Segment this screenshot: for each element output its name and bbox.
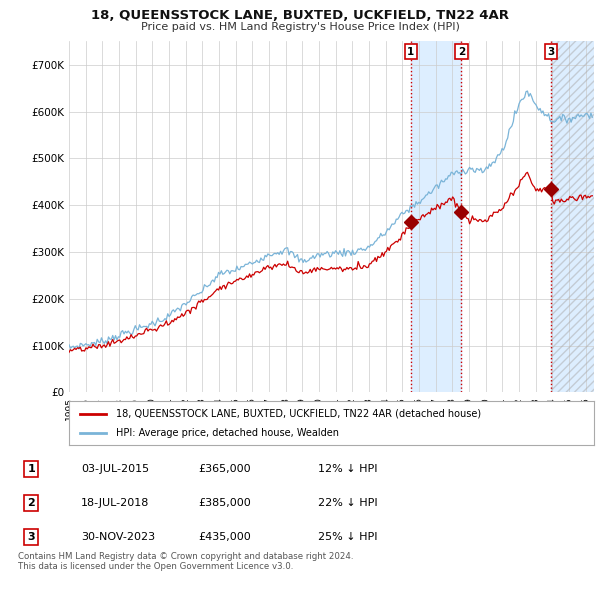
Text: £435,000: £435,000 bbox=[198, 532, 251, 542]
Text: 3: 3 bbox=[547, 47, 554, 57]
Text: 03-JUL-2015: 03-JUL-2015 bbox=[81, 464, 149, 474]
Text: 18, QUEENSSTOCK LANE, BUXTED, UCKFIELD, TN22 4AR: 18, QUEENSSTOCK LANE, BUXTED, UCKFIELD, … bbox=[91, 9, 509, 22]
Bar bbox=[551, 41, 594, 392]
Text: Price paid vs. HM Land Registry's House Price Index (HPI): Price paid vs. HM Land Registry's House … bbox=[140, 22, 460, 32]
Text: £385,000: £385,000 bbox=[198, 498, 251, 507]
Text: £365,000: £365,000 bbox=[198, 464, 251, 474]
Text: 18-JUL-2018: 18-JUL-2018 bbox=[81, 498, 149, 507]
Text: Contains HM Land Registry data © Crown copyright and database right 2024.
This d: Contains HM Land Registry data © Crown c… bbox=[18, 552, 353, 571]
Text: 30-NOV-2023: 30-NOV-2023 bbox=[81, 532, 155, 542]
Bar bbox=[551, 41, 594, 392]
Text: 1: 1 bbox=[407, 47, 415, 57]
Text: 22% ↓ HPI: 22% ↓ HPI bbox=[318, 498, 377, 507]
Text: HPI: Average price, detached house, Wealden: HPI: Average price, detached house, Weal… bbox=[116, 428, 339, 438]
Bar bbox=[411, 41, 461, 392]
Text: 3: 3 bbox=[28, 532, 35, 542]
Text: 18, QUEENSSTOCK LANE, BUXTED, UCKFIELD, TN22 4AR (detached house): 18, QUEENSSTOCK LANE, BUXTED, UCKFIELD, … bbox=[116, 409, 481, 418]
Text: 2: 2 bbox=[458, 47, 465, 57]
Text: 25% ↓ HPI: 25% ↓ HPI bbox=[318, 532, 377, 542]
Text: 2: 2 bbox=[28, 498, 35, 507]
Text: 12% ↓ HPI: 12% ↓ HPI bbox=[318, 464, 377, 474]
Text: 1: 1 bbox=[28, 464, 35, 474]
